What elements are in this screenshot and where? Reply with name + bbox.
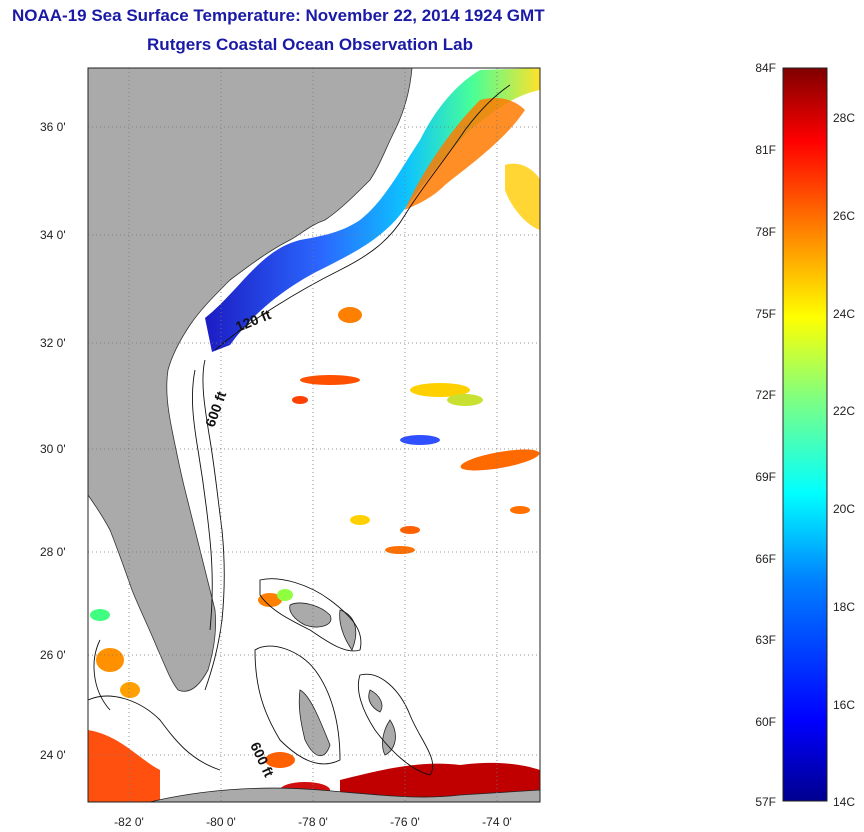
map-subtitle: Rutgers Coastal Ocean Observation Lab	[147, 35, 473, 54]
lat-tick-label: 34 0'	[40, 228, 66, 242]
map-frame	[87, 67, 541, 803]
lat-tick-label: 24 0'	[40, 748, 66, 762]
lat-tick-label: 28 0'	[40, 545, 66, 559]
colorbar-label-f: 72F	[755, 388, 776, 402]
lat-tick-label: 32 0'	[40, 336, 66, 350]
colorbar	[782, 67, 828, 802]
colorbar-label-c: 28C	[833, 111, 855, 125]
colorbar-label-c: 26C	[833, 209, 855, 223]
bahamas-islands	[289, 602, 396, 757]
lon-tick-labels: -82 0' -80 0' -78 0' -76 0' -74 0'	[114, 815, 512, 829]
lat-tick-label: 30 0'	[40, 442, 66, 456]
map-grid	[88, 68, 540, 802]
southern-hot-water	[340, 762, 540, 802]
lat-tick-labels: 36 0' 34 0' 32 0' 30 0' 28 0' 26 0' 24 0…	[40, 120, 66, 762]
warm-patch-east	[505, 163, 540, 230]
colorbar-label-f: 63F	[755, 633, 776, 647]
colorbar-label-c: 16C	[833, 698, 855, 712]
colorbar-label-f: 75F	[755, 307, 776, 321]
colorbar-label-c: 24C	[833, 307, 855, 321]
colorbar-label-f: 57F	[755, 795, 776, 809]
colorbar-label-f: 84F	[755, 61, 776, 75]
us-east-coast-land	[88, 68, 413, 692]
southern-warm-water	[88, 730, 160, 802]
cuba-land	[149, 787, 540, 802]
map-title: NOAA-19 Sea Surface Temperature: Novembe…	[12, 6, 545, 25]
lon-tick-label: -74 0'	[482, 815, 512, 829]
offshore-sst-patches	[90, 307, 540, 768]
colorbar-label-c: 20C	[833, 502, 855, 516]
lon-tick-label: -82 0'	[114, 815, 144, 829]
lon-tick-label: -76 0'	[390, 815, 420, 829]
colorbar-label-f: 69F	[755, 470, 776, 484]
coastal-warm-edge	[405, 98, 525, 210]
colorbar-label-c: 14C	[833, 795, 855, 809]
lon-tick-label: -78 0'	[298, 815, 328, 829]
colorbar-label-f: 60F	[755, 715, 776, 729]
colorbar-celsius-labels: 28C 26C 24C 22C 20C 18C 16C 14C	[833, 111, 855, 809]
colorbar-label-f: 78F	[755, 225, 776, 239]
colorbar-label-f: 81F	[755, 143, 776, 157]
lat-tick-label: 36 0'	[40, 120, 66, 134]
lon-tick-label: -80 0'	[206, 815, 236, 829]
colorbar-label-f: 66F	[755, 552, 776, 566]
colorbar-fahrenheit-labels: 84F 81F 78F 75F 72F 69F 66F 63F 60F 57F	[755, 61, 776, 809]
colorbar-label-c: 22C	[833, 404, 855, 418]
colorbar-label-c: 18C	[833, 600, 855, 614]
lat-tick-label: 26 0'	[40, 648, 66, 662]
bathymetry-contours	[88, 84, 511, 776]
